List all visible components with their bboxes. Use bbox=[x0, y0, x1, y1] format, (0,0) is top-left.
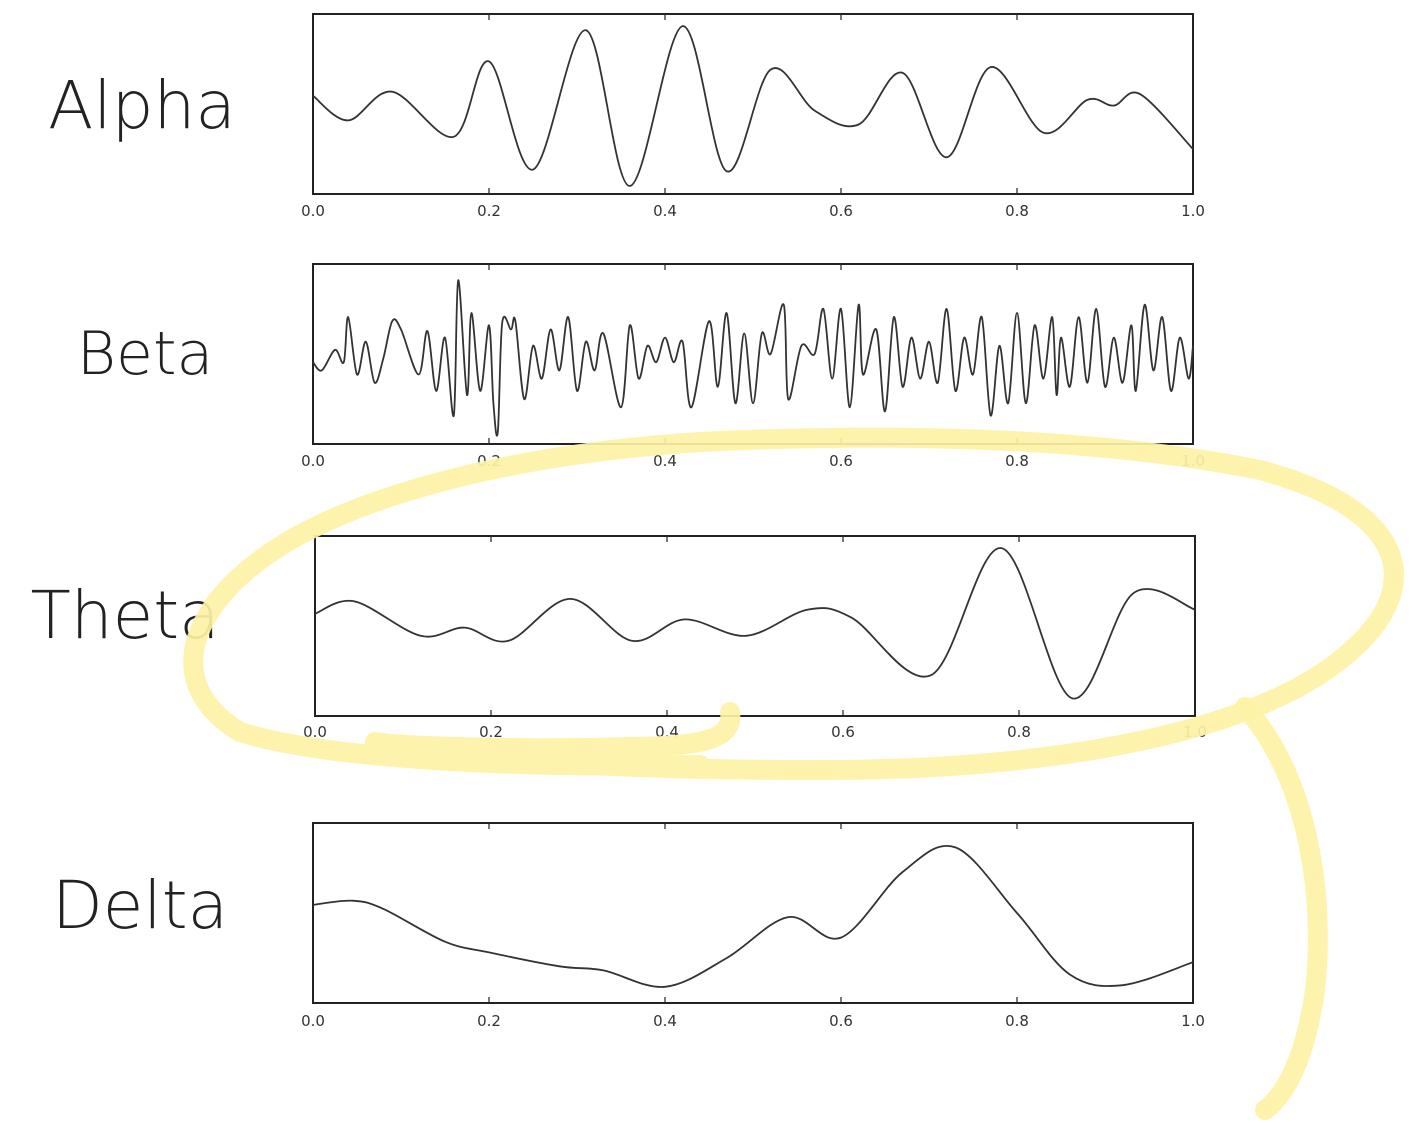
beta-waveform-line bbox=[312, 279, 1194, 437]
beta-tick-label: 0.4 bbox=[653, 452, 677, 470]
highlighter-annotation bbox=[183, 427, 1404, 1120]
delta-plot-frame bbox=[312, 822, 1194, 1004]
alpha-tick-label: 0.2 bbox=[477, 202, 501, 220]
alpha-tick-label: 0.0 bbox=[301, 202, 325, 220]
theta-waveform-line bbox=[314, 547, 1196, 700]
beta-plot-frame bbox=[312, 263, 1194, 445]
beta-label: Beta bbox=[77, 319, 214, 389]
delta-tick-label: 1.0 bbox=[1181, 1012, 1205, 1030]
delta-chart: Delta 0.0 0.2 0.4 0.6 0.8 1.0 bbox=[52, 822, 1205, 1030]
highlight-ellipse bbox=[183, 427, 1404, 780]
theta-tick-label: 0.2 bbox=[479, 723, 503, 741]
highlight-arrow bbox=[1235, 697, 1328, 1120]
alpha-chart: Alpha 0.0 0.2 0.4 0.6 0.8 1.0 bbox=[48, 13, 1205, 220]
theta-tick-label: 0.0 bbox=[303, 723, 327, 741]
beta-tick-label: 0.8 bbox=[1005, 452, 1029, 470]
theta-tick-label: 0.8 bbox=[1007, 723, 1031, 741]
alpha-tick-label: 1.0 bbox=[1181, 202, 1205, 220]
delta-tick-label: 0.8 bbox=[1005, 1012, 1029, 1030]
theta-plot-frame bbox=[314, 535, 1196, 717]
alpha-label: Alpha bbox=[48, 67, 236, 144]
delta-tick-label: 0.0 bbox=[301, 1012, 325, 1030]
beta-tick-label: 0.6 bbox=[829, 452, 853, 470]
alpha-tick-label: 0.6 bbox=[829, 202, 853, 220]
delta-waveform-line bbox=[312, 845, 1194, 988]
delta-tick-label: 0.4 bbox=[653, 1012, 677, 1030]
delta-tick-label: 0.2 bbox=[477, 1012, 501, 1030]
delta-label: Delta bbox=[52, 867, 228, 944]
alpha-plot-frame bbox=[312, 13, 1194, 195]
theta-tick-label: 0.6 bbox=[831, 723, 855, 741]
alpha-tick-label: 0.8 bbox=[1005, 202, 1029, 220]
beta-tick-label: 0.0 bbox=[301, 452, 325, 470]
delta-tick-label: 0.6 bbox=[829, 1012, 853, 1030]
alpha-waveform-line bbox=[312, 25, 1194, 187]
alpha-tick-label: 0.4 bbox=[653, 202, 677, 220]
